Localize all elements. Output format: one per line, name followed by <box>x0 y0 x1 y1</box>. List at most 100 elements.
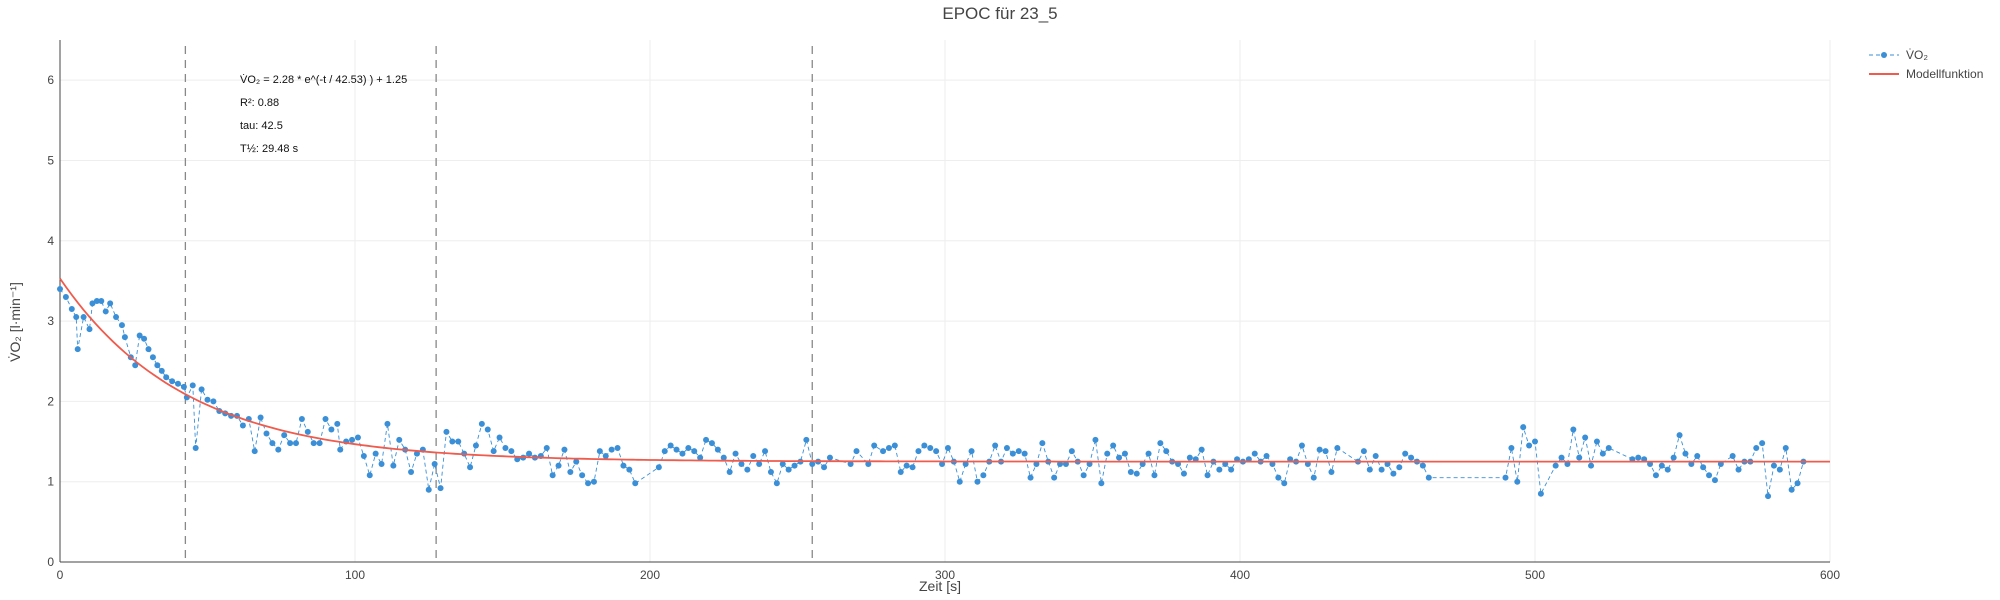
vo2-point <box>1021 450 1028 457</box>
vo2-point <box>1204 472 1211 479</box>
vo2-point <box>933 448 940 455</box>
vo2-point <box>891 442 898 449</box>
vo2-point <box>555 462 562 469</box>
y-tick-labels: 0 1 2 3 4 5 6 <box>47 73 54 569</box>
vo2-points <box>57 285 1807 500</box>
vo2-point <box>992 442 999 449</box>
vo2-point <box>508 448 515 455</box>
annotation-half-life: T½: 29.48 s <box>240 143 299 155</box>
vo2-point <box>1717 461 1724 468</box>
vo2-point <box>293 440 299 447</box>
vo2-point <box>149 354 156 361</box>
vo2-point <box>337 446 344 453</box>
vo2-point <box>378 461 385 468</box>
y-tick-label: 3 <box>47 314 54 328</box>
vo2-point <box>360 452 367 459</box>
vo2-point <box>1402 450 1409 457</box>
vo2-point <box>897 469 904 476</box>
vo2-point <box>1788 486 1795 493</box>
vo2-point <box>1635 454 1642 461</box>
annotation-r-squared: R²: 0.88 <box>240 97 279 109</box>
vo2-point <box>298 416 305 423</box>
vo2-point <box>93 298 100 304</box>
vo2-point <box>1652 472 1659 479</box>
y-axis-title: V̇O₂ [l·min⁻¹] <box>7 282 23 362</box>
fit-annotations: V̇O₂ = 2.28 * e^(-t / 42.53) ) + 1.25 R²:… <box>240 73 407 155</box>
vo2-point <box>1582 434 1589 441</box>
x-tick-label: 600 <box>1820 568 1840 582</box>
vo2-point <box>885 444 892 451</box>
vo2-point <box>1390 470 1397 477</box>
vo2-point <box>915 448 922 455</box>
vo2-point <box>316 440 323 447</box>
vo2-point <box>390 462 397 469</box>
vo2-point <box>1057 461 1064 468</box>
vo2-point <box>880 448 887 455</box>
vo2-point <box>328 426 335 433</box>
vo2-point <box>180 383 187 390</box>
y-tick-label: 6 <box>47 73 54 87</box>
x-axis-title: Zeit [s] <box>919 578 961 594</box>
vo2-point <box>1133 470 1140 477</box>
legend[interactable]: V̇O₂ Modellfunktion <box>1869 48 1983 81</box>
vo2-point <box>89 300 96 307</box>
vo2-point <box>726 469 733 476</box>
vo2-point <box>431 461 438 468</box>
vo2-point <box>703 436 710 443</box>
x-tick-labels: 0 100 200 300 400 500 600 <box>57 568 1841 582</box>
vo2-point <box>1139 461 1146 468</box>
vo2-point <box>1532 438 1538 445</box>
annotation-equation: V̇O₂ = 2.28 * e^(-t / 42.53) ) + 1.25 <box>240 73 407 86</box>
vo2-point <box>1782 444 1789 451</box>
vo2-point <box>334 420 341 427</box>
vo2-point <box>80 314 87 321</box>
vo2-point <box>1322 448 1329 455</box>
vo2-point <box>1711 477 1718 484</box>
vo2-point <box>1694 452 1701 459</box>
vo2-point <box>590 478 597 485</box>
vo2-point <box>697 454 704 461</box>
vo2-point <box>679 450 686 457</box>
x-tick-label: 400 <box>1230 568 1250 582</box>
legend-vo2-label: V̇O₂ <box>1906 48 1928 62</box>
vo2-point <box>478 420 485 427</box>
vo2-point <box>1334 444 1341 451</box>
vo2-point <box>198 386 205 393</box>
vo2-point <box>1121 450 1128 457</box>
vo2-point <box>1062 461 1069 468</box>
vo2-point <box>667 442 674 449</box>
vo2-point <box>1110 442 1117 449</box>
vo2-series-line <box>59 288 1804 497</box>
vo2-point <box>620 462 627 469</box>
vo2-point <box>871 442 878 449</box>
vo2-point <box>1419 462 1426 469</box>
vo2-point <box>372 450 379 457</box>
vo2-point <box>526 450 533 457</box>
vo2-point <box>1316 446 1323 453</box>
vo2-point <box>204 396 211 403</box>
vo2-point <box>847 461 854 468</box>
vo2-point <box>192 444 199 451</box>
vo2-point <box>614 444 621 451</box>
vo2-point <box>1765 493 1772 500</box>
legend-item-vo2[interactable]: V̇O₂ <box>1869 48 1928 62</box>
vo2-point <box>791 462 798 469</box>
vo2-point <box>1027 474 1034 481</box>
vo2-point <box>573 458 580 465</box>
vo2-point <box>257 414 264 421</box>
legend-item-model[interactable]: Modellfunktion <box>1869 67 1983 81</box>
legend-model-label: Modellfunktion <box>1906 67 1983 81</box>
vo2-point <box>1682 450 1689 457</box>
vo2-point <box>1163 448 1170 455</box>
vo2-point <box>443 428 450 435</box>
vo2-point <box>304 428 311 435</box>
x-tick-label: 300 <box>935 568 955 582</box>
vo2-point <box>974 478 981 485</box>
vo2-point <box>968 448 975 455</box>
vo2-point <box>1552 462 1559 469</box>
vo2-point <box>865 461 872 468</box>
vo2-point <box>1145 450 1152 457</box>
vo2-point <box>349 436 356 443</box>
vo2-point <box>281 432 288 439</box>
